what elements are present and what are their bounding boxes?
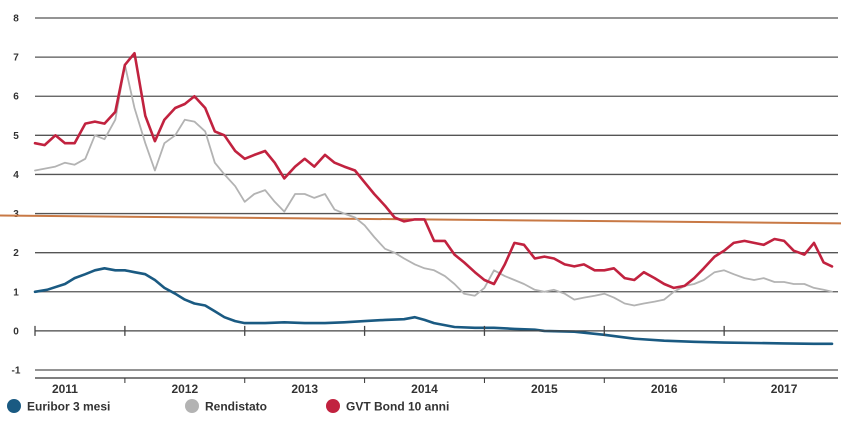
y-tick-label: 5 bbox=[13, 131, 19, 142]
x-tick-label: 2011 bbox=[52, 382, 78, 396]
legend-label: Euribor 3 mesi bbox=[27, 400, 110, 414]
grid-lines bbox=[35, 17, 838, 371]
legend-marker bbox=[326, 399, 340, 413]
y-tick-label: 0 bbox=[13, 326, 19, 337]
x-axis: 2011 2012 2013 2014 2015 2016 2017 bbox=[34, 325, 838, 396]
series-line-rendistato bbox=[34, 64, 833, 307]
series-line-euribor-3-mesi bbox=[33, 266, 834, 346]
y-tick-label: 4 bbox=[13, 170, 19, 181]
legend-label: GVT Bond 10 anni bbox=[346, 400, 449, 414]
x-tick-label: 2015 bbox=[531, 382, 558, 396]
legend-marker bbox=[7, 399, 21, 413]
y-tick-label: 8 bbox=[13, 14, 19, 25]
y-tick-label: 6 bbox=[13, 92, 19, 103]
y-tick-label: 7 bbox=[13, 53, 19, 64]
y-axis: 8 7 6 5 4 3 2 1 0 -1 bbox=[12, 14, 21, 377]
y-tick-label: 3 bbox=[13, 209, 19, 220]
x-tick-label: 2014 bbox=[411, 382, 438, 396]
legend-marker bbox=[185, 399, 199, 413]
x-tick-label: 2016 bbox=[651, 382, 678, 396]
series-line-gvt-bond-10-anni bbox=[33, 51, 834, 290]
y-tick-label: 1 bbox=[13, 287, 19, 298]
x-tick-label: 2012 bbox=[171, 382, 198, 396]
legend-label: Rendistato bbox=[205, 400, 267, 414]
y-tick-label: -1 bbox=[12, 366, 21, 377]
x-tick-label: 2013 bbox=[291, 382, 318, 396]
x-tick-label: 2017 bbox=[771, 382, 798, 396]
series-layer bbox=[33, 51, 834, 346]
y-tick-label: 2 bbox=[13, 248, 19, 259]
legend: Euribor 3 mesi Rendistato GVT Bond 10 anni bbox=[7, 399, 449, 414]
